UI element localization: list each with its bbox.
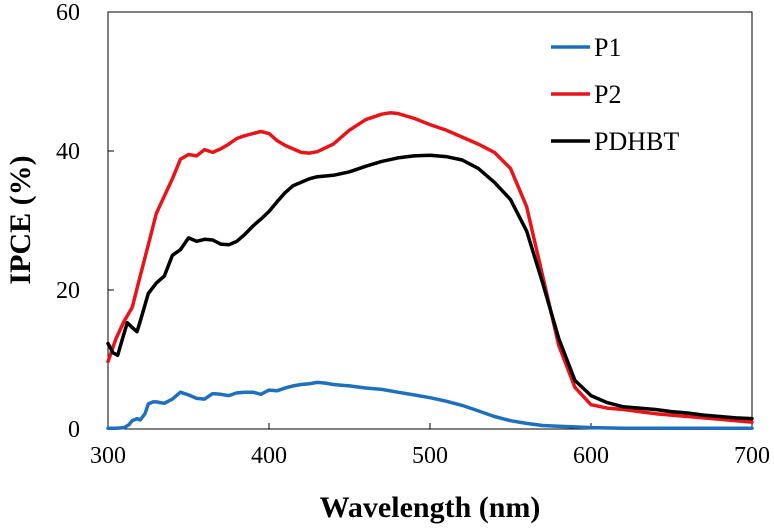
axis-ticks: 300 400 500 600 700 0 20 40 60 — [56, 0, 770, 469]
y-tick-label: 20 — [56, 278, 80, 304]
x-tick-label: 500 — [412, 443, 448, 469]
series-line-p1 — [106, 380, 754, 431]
y-tick-label: 40 — [56, 139, 80, 165]
plot-area — [107, 11, 753, 430]
series-line-p2 — [106, 111, 754, 424]
y-tick-label: 0 — [68, 417, 80, 443]
legend: P1 P2 PDHBT — [551, 33, 679, 156]
y-tick-label: 60 — [56, 0, 80, 26]
legend-label-p1: P1 — [594, 33, 621, 62]
legend-label-p2: P2 — [594, 80, 621, 109]
x-axis-title: Wavelength (nm) — [320, 491, 541, 524]
series-line-pdhbt — [106, 153, 754, 421]
x-tick-label: 400 — [251, 443, 287, 469]
x-tick-label: 600 — [573, 443, 609, 469]
y-axis-title: IPCE (%) — [4, 155, 37, 284]
x-tick-label: 300 — [90, 443, 126, 469]
x-tick-label: 700 — [734, 443, 770, 469]
legend-label-pdhbt: PDHBT — [594, 127, 679, 156]
series-group — [106, 111, 754, 431]
